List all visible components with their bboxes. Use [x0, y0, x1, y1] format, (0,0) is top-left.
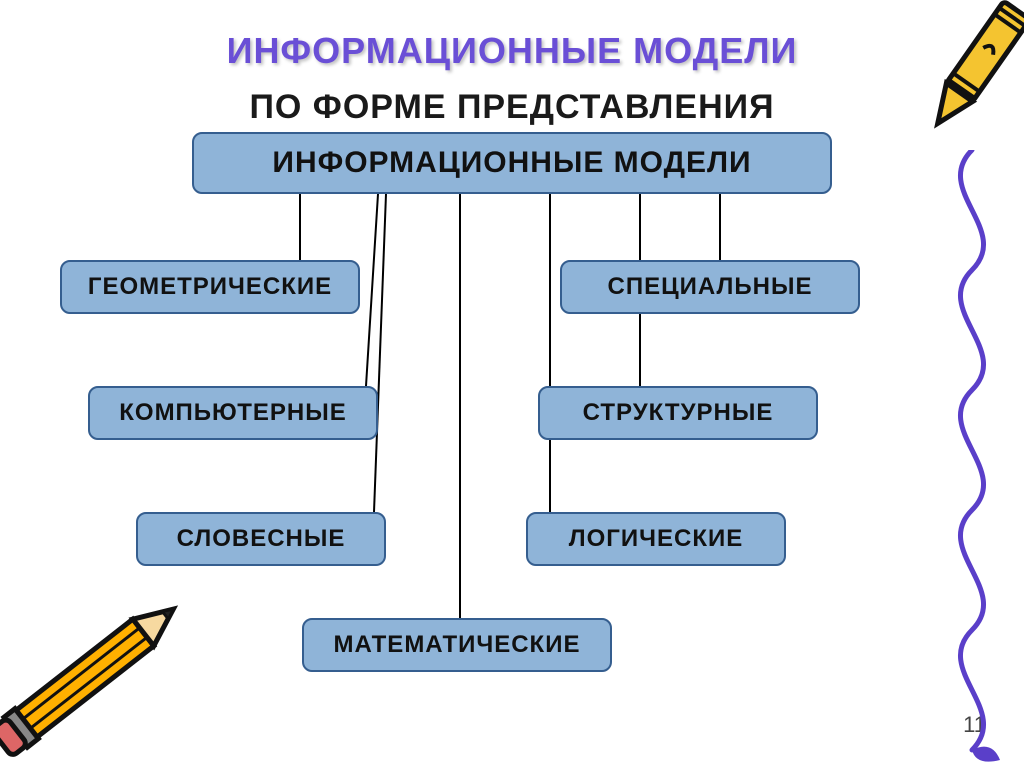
squiggle-icon: [912, 150, 1024, 770]
child-node-comp: КОМПЬЮТЕРНЫЕ: [88, 386, 378, 440]
root-node: ИНФОРМАЦИОННЫЕ МОДЕЛИ: [192, 132, 832, 194]
child-node-spec: СПЕЦИАЛЬНЫЕ: [560, 260, 860, 314]
pencil-icon: [0, 578, 210, 778]
child-node-math: МАТЕМАТИЧЕСКИЕ: [302, 618, 612, 672]
child-node-label: СЛОВЕСНЫЕ: [177, 525, 346, 553]
child-node-logic: ЛОГИЧЕСКИЕ: [526, 512, 786, 566]
child-node-verb: СЛОВЕСНЫЕ: [136, 512, 386, 566]
child-node-label: СТРУКТУРНЫЕ: [583, 399, 774, 427]
child-node-label: ЛОГИЧЕСКИЕ: [569, 525, 743, 553]
child-node-label: МАТЕМАТИЧЕСКИЕ: [334, 631, 581, 659]
child-node-label: КОМПЬЮТЕРНЫЕ: [119, 399, 346, 427]
crayon-icon: [910, 0, 1024, 160]
child-node-geom: ГЕОМЕТРИЧЕСКИЕ: [60, 260, 360, 314]
child-node-label: ГЕОМЕТРИЧЕСКИЕ: [88, 273, 332, 301]
page-title: ИНФОРМАЦИОННЫЕ МОДЕЛИ: [0, 30, 1024, 72]
page-subtitle: ПО ФОРМЕ ПРЕДСТАВЛЕНИЯ: [0, 88, 1024, 127]
child-node-label: СПЕЦИАЛЬНЫЕ: [608, 273, 813, 301]
child-node-struct: СТРУКТУРНЫЕ: [538, 386, 818, 440]
root-node-label: ИНФОРМАЦИОННЫЕ МОДЕЛИ: [272, 146, 751, 180]
